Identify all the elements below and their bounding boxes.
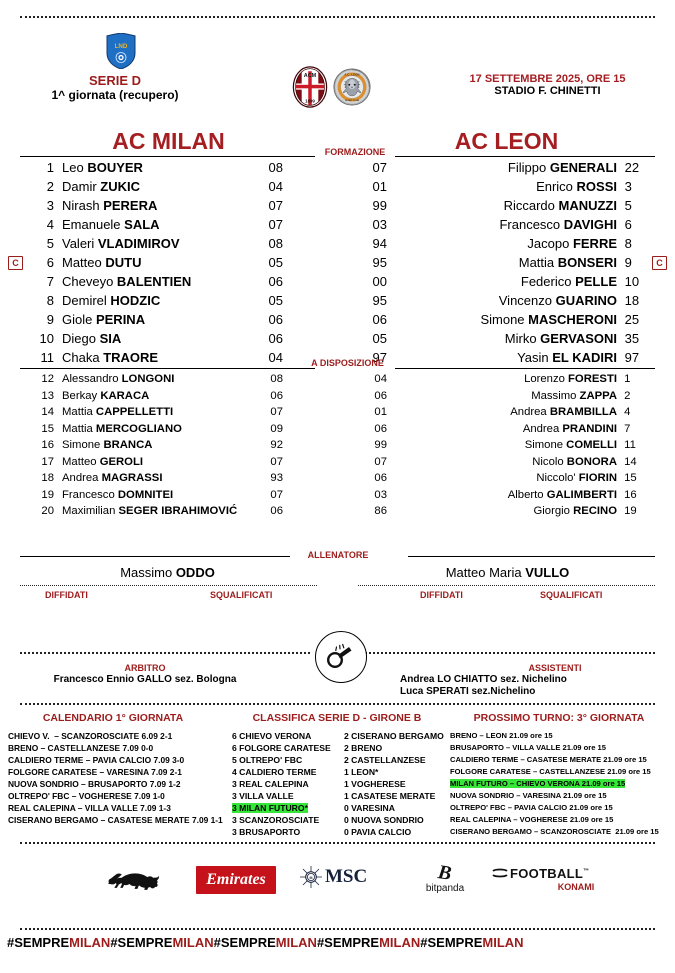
svg-text:SPORT CLUB: SPORT CLUB bbox=[345, 100, 359, 102]
svg-text:M: M bbox=[310, 876, 313, 880]
svg-text:ACM: ACM bbox=[304, 73, 317, 79]
svg-text:LND: LND bbox=[115, 43, 128, 50]
svg-text:1899: 1899 bbox=[305, 98, 315, 103]
svg-text:A.C. LEON: A.C. LEON bbox=[344, 73, 359, 77]
